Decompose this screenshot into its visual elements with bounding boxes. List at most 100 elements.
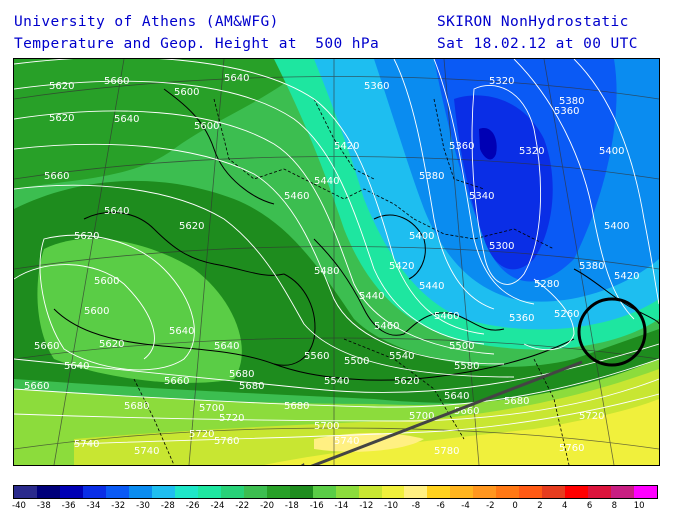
contour-label: 5540 — [324, 376, 349, 387]
legend-swatch — [36, 486, 60, 498]
legend-label: -4 — [461, 501, 470, 511]
contour-label: 5340 — [469, 191, 494, 202]
legend-label: -36 — [61, 501, 76, 511]
legend-label: -10 — [384, 501, 399, 511]
contour-label: 5280 — [534, 279, 559, 290]
legend-swatch — [381, 486, 405, 498]
legend-swatch — [496, 486, 520, 498]
geopotential-contours — [14, 59, 659, 445]
annotation-arrow — [310, 360, 583, 465]
contour-label: 5760 — [214, 436, 239, 447]
contour-label: 5360 — [364, 81, 389, 92]
legend-label: -6 — [436, 501, 445, 511]
legend-label: 6 — [586, 501, 593, 511]
legend-label: -14 — [334, 501, 349, 511]
contour-label: 5680 — [504, 396, 529, 407]
legend-swatch — [266, 486, 290, 498]
legend-swatch — [312, 486, 336, 498]
contour-label: 5700 — [409, 411, 434, 422]
contour-label: 5780 — [434, 446, 459, 457]
contour-label: 5620 — [394, 376, 419, 387]
contour-label: 5500 — [449, 341, 474, 352]
contour-label: 5560 — [304, 351, 329, 362]
contour-label: 5660 — [44, 171, 69, 182]
legend-swatch — [197, 486, 221, 498]
contour-label: 5440 — [419, 281, 444, 292]
contour-label: 5640 — [104, 206, 129, 217]
legend-label: -18 — [284, 501, 299, 511]
legend-label: -2 — [486, 501, 495, 511]
contour-label: 5640 — [114, 114, 139, 125]
contour-label: 5400 — [599, 146, 624, 157]
legend-label: 0 — [512, 501, 518, 511]
contour-label: 5480 — [314, 266, 339, 277]
contour-label: 5680 — [229, 369, 254, 380]
contour-label: 5740 — [74, 439, 99, 450]
contour-label: 5620 — [74, 231, 99, 242]
legend-swatch — [289, 486, 313, 498]
legend-swatch — [358, 486, 382, 498]
contour-label: 5600 — [194, 121, 219, 132]
contour-label: 5720 — [189, 429, 214, 440]
legend-label: -26 — [185, 501, 200, 511]
temp-band-green-deep-west — [14, 59, 314, 189]
contour-label: 5660 — [34, 341, 59, 352]
contour-label: 5320 — [489, 76, 514, 87]
legend-swatch — [565, 486, 589, 498]
contour-label: 5740 — [334, 436, 359, 447]
contour-label: 5680 — [124, 401, 149, 412]
legend-label: -24 — [210, 501, 225, 511]
legend-swatch — [634, 486, 658, 498]
contour-label: 5640 — [444, 391, 469, 402]
contour-label: 5360 — [449, 141, 474, 152]
legend-swatch — [105, 486, 129, 498]
contour-label: 5460 — [284, 191, 309, 202]
borders — [133, 98, 570, 465]
contour-label: 5640 — [214, 341, 239, 352]
contour-label: 5400 — [604, 221, 629, 232]
temp-band-yellow-warm — [264, 399, 659, 465]
legend-label: -28 — [160, 501, 175, 511]
contour-label: 5700 — [199, 403, 224, 414]
legend-swatch — [404, 486, 428, 498]
contour-label: 5680 — [284, 401, 309, 412]
legend-swatch — [427, 486, 451, 498]
legend-swatch — [335, 486, 359, 498]
legend-swatch — [59, 486, 83, 498]
contour-label: 5620 — [49, 113, 74, 124]
contour-label: 5660 — [454, 406, 479, 417]
contour-label: 5540 — [389, 351, 414, 362]
contour-label: 5620 — [179, 221, 204, 232]
highlight-circle — [577, 297, 647, 367]
contour-label: 5420 — [389, 261, 414, 272]
contour-label: 5660 — [24, 381, 49, 392]
contour-label: 5760 — [559, 443, 584, 454]
contour-label: 5460 — [434, 311, 459, 322]
contour-label: 5360 — [509, 313, 534, 324]
contour-label: 5660 — [104, 76, 129, 87]
legend-label: -12 — [359, 501, 374, 511]
legend-swatch — [450, 486, 474, 498]
legend-swatch — [220, 486, 244, 498]
contour-label: 5380 — [579, 261, 604, 272]
temp-band-coldest — [479, 128, 497, 160]
temp-band-pale-yellow — [314, 433, 424, 452]
contour-label: 5640 — [224, 73, 249, 84]
contour-label: 5620 — [99, 339, 124, 350]
contour-label: 5320 — [519, 146, 544, 157]
contour-label: 5600 — [174, 87, 199, 98]
legend-label: -30 — [136, 501, 150, 511]
legend-swatch — [588, 486, 612, 498]
contour-label: 5440 — [359, 291, 384, 302]
temp-band-cold-core — [454, 95, 553, 270]
field-title: Temperature and Geop. Height at 500 hPa — [14, 36, 380, 52]
contour-label: 5660 — [164, 376, 189, 387]
legend-label: 10 — [633, 501, 645, 511]
contour-label: 5680 — [239, 381, 264, 392]
legend-swatch — [151, 486, 175, 498]
contour-label: 5580 — [454, 361, 479, 372]
coastlines — [53, 88, 659, 381]
contour-label: 5420 — [334, 141, 359, 152]
contour-label: 5740 — [134, 446, 159, 457]
legend-swatch — [243, 486, 267, 498]
